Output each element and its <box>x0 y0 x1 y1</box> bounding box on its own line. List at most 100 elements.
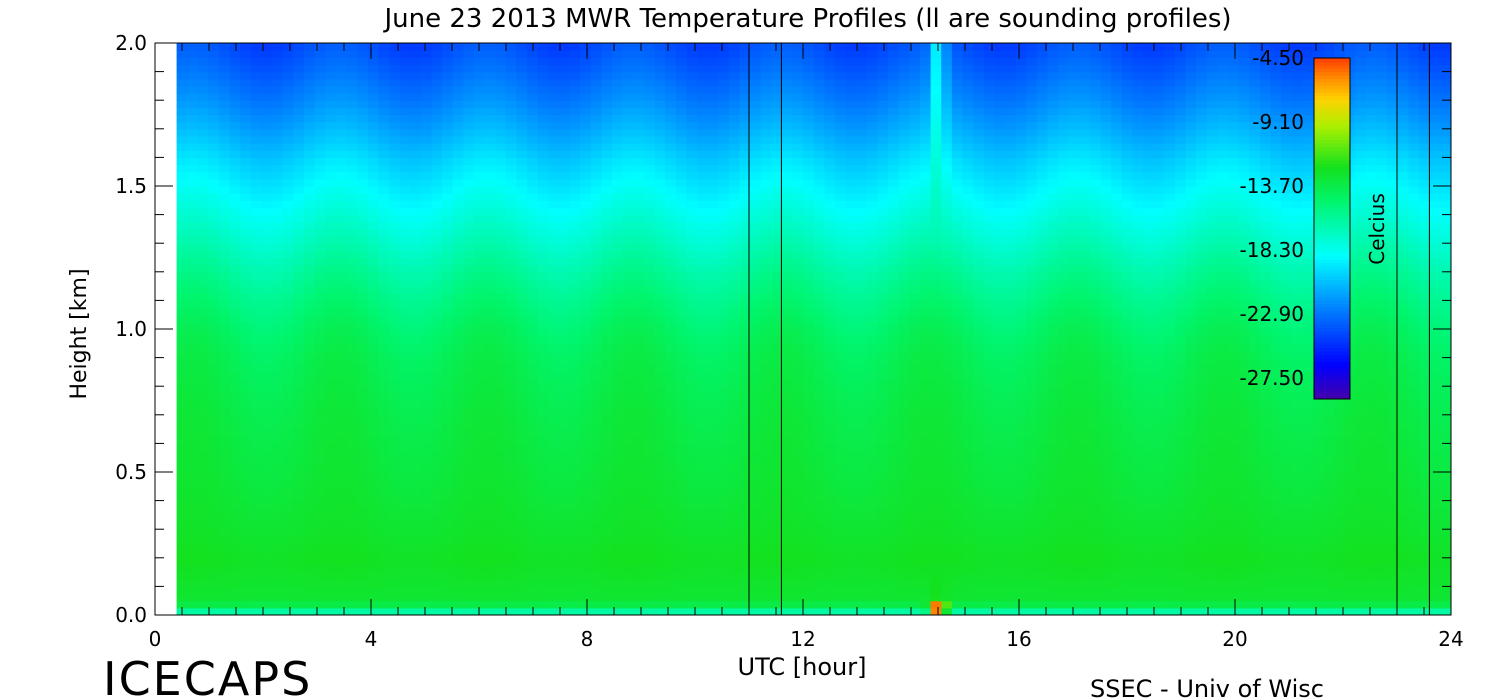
heatmap-cell <box>718 579 730 587</box>
heatmap-cell <box>527 536 539 545</box>
heatmap-cell <box>771 329 783 337</box>
heatmap-cell <box>633 522 645 530</box>
heatmap-cell <box>197 472 210 480</box>
heatmap-cell <box>728 429 741 437</box>
heatmap-cell <box>580 271 592 280</box>
heatmap-cell <box>792 193 804 201</box>
heatmap-cell <box>452 135 464 144</box>
heatmap-cell <box>229 593 241 602</box>
heatmap-cell <box>452 271 464 280</box>
heatmap-cell <box>272 135 284 144</box>
heatmap-cell <box>633 429 645 437</box>
heatmap-cell <box>750 78 762 87</box>
heatmap-cell <box>569 557 581 566</box>
heatmap-cell <box>240 393 252 402</box>
heatmap-cell <box>219 64 231 73</box>
heatmap-cell <box>537 414 549 423</box>
heatmap-cell <box>527 564 539 573</box>
heatmap-cell <box>824 93 836 101</box>
heatmap-cell <box>633 121 645 130</box>
heatmap-cell <box>750 207 762 216</box>
heatmap-cell <box>505 593 518 602</box>
heatmap-cell <box>431 264 443 273</box>
heatmap-cell <box>771 193 783 201</box>
heatmap-cell <box>771 143 783 151</box>
heatmap-cell <box>314 400 326 409</box>
heatmap-cell <box>367 150 379 158</box>
heatmap-cell <box>410 357 422 366</box>
heatmap-cell <box>612 536 624 545</box>
heatmap-cell <box>792 236 804 244</box>
heatmap-cell <box>718 429 730 437</box>
heatmap-cell <box>580 536 592 545</box>
heatmap-cell <box>505 336 518 344</box>
heatmap-cell <box>612 321 624 330</box>
heatmap-cell <box>293 557 305 566</box>
heatmap-cell <box>813 228 826 237</box>
heatmap-cell <box>728 593 741 602</box>
heatmap-cell <box>261 64 273 73</box>
heatmap-cell <box>728 536 741 545</box>
heatmap-cell <box>473 293 486 301</box>
heatmap-cell <box>622 357 634 366</box>
heatmap-cell <box>750 429 762 437</box>
heatmap-cell <box>580 93 592 101</box>
heatmap-cell <box>686 386 698 394</box>
heatmap-cell <box>792 572 804 580</box>
heatmap-cell <box>484 178 496 187</box>
heatmap-cell <box>335 57 348 66</box>
heatmap-cell <box>781 128 794 137</box>
heatmap-cell <box>304 486 316 495</box>
heatmap-cell <box>261 264 273 273</box>
heatmap-cell <box>739 472 751 480</box>
heatmap-cell <box>378 593 390 602</box>
heatmap-cell <box>558 243 571 251</box>
heatmap-cell <box>261 579 273 587</box>
heatmap-cell <box>686 143 698 151</box>
heatmap-cell <box>176 228 188 237</box>
heatmap-cell <box>750 114 762 123</box>
heatmap-cell <box>537 522 549 530</box>
heatmap-cell <box>399 421 411 430</box>
heatmap-cell <box>601 493 613 502</box>
heatmap-cell <box>261 207 273 216</box>
heatmap-cell <box>261 393 273 402</box>
heatmap-cell <box>728 386 741 394</box>
heatmap-cell <box>484 78 496 87</box>
heatmap-cell <box>314 572 326 580</box>
heatmap-cell <box>357 386 369 394</box>
heatmap-cell <box>824 128 836 137</box>
heatmap-cell <box>643 264 656 273</box>
heatmap-cell <box>824 493 836 502</box>
heatmap-cell <box>229 529 241 537</box>
heatmap-cell <box>378 407 390 416</box>
heatmap-cell <box>442 472 454 480</box>
heatmap-cell <box>229 135 241 144</box>
heatmap-cell <box>176 479 188 487</box>
heatmap-cell <box>718 257 730 266</box>
heatmap-cell <box>293 150 305 158</box>
heatmap-cell <box>229 336 241 344</box>
heatmap-cell <box>431 164 443 173</box>
heatmap-cell <box>707 293 719 301</box>
heatmap-cell <box>707 157 719 166</box>
heatmap-cell <box>335 307 348 316</box>
heatmap-cell <box>686 278 698 287</box>
heatmap-cell <box>527 278 539 287</box>
heatmap-cell <box>760 536 772 545</box>
heatmap-cell <box>208 350 220 359</box>
heatmap-cell <box>495 507 507 516</box>
heatmap-cell <box>803 193 815 201</box>
heatmap-cell <box>250 564 263 573</box>
heatmap-cell <box>824 507 836 516</box>
heatmap-cell <box>643 93 656 101</box>
heatmap-cell <box>282 214 295 223</box>
heatmap-cell <box>612 314 624 323</box>
heatmap-cell <box>803 464 815 473</box>
heatmap-cell <box>590 514 602 523</box>
heatmap-cell <box>590 536 602 545</box>
heatmap-cell <box>410 407 422 416</box>
heatmap-cell <box>750 243 762 251</box>
heatmap-cell <box>261 243 273 251</box>
heatmap-cell <box>484 171 496 180</box>
